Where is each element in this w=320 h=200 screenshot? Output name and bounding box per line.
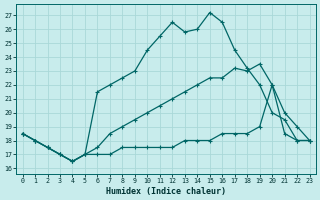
X-axis label: Humidex (Indice chaleur): Humidex (Indice chaleur)	[106, 187, 226, 196]
